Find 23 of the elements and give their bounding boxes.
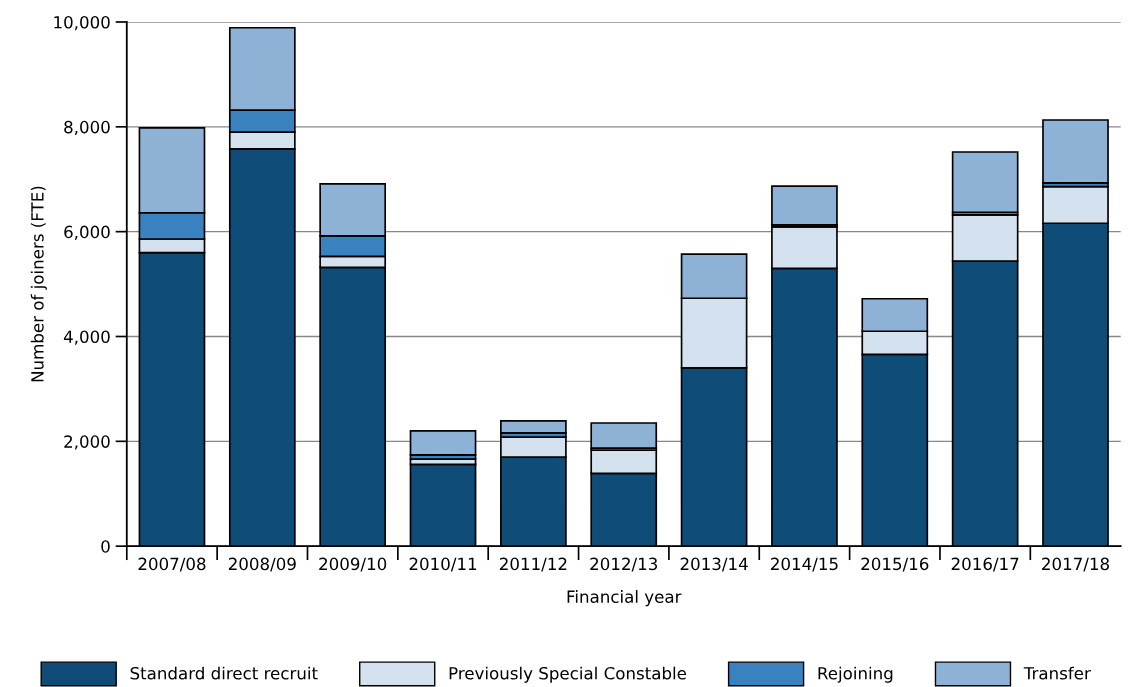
x-axis-title: Financial year [567,590,682,607]
y-tick-label: 2,000 [64,435,110,450]
x-tick-label: 2007/08 [138,557,206,572]
y-tick-label: 0 [101,540,110,553]
x-tick-label: 2011/12 [499,557,567,572]
x-tick-label: 2010/11 [409,557,477,572]
x-tick-label: 2017/18 [1042,557,1109,572]
legend-label: Rejoining [818,666,893,683]
y-tick-label: 6,000 [64,225,110,240]
y-tick-label: 10,000 [54,15,110,31]
y-tick-label: 4,000 [63,330,110,345]
x-tick-label: 2013/14 [680,557,748,572]
x-tick-label: 2009/10 [319,557,387,572]
legend-label: Standard direct recruit [130,666,318,680]
x-tick-label: 2014/15 [771,557,838,572]
y-tick-label: 8,000 [64,120,110,136]
legend-label: Previously Special Constable [449,666,687,683]
x-tick-label: 2016/17 [951,557,1019,572]
y-axis-title: Number of joiners (FTE) [30,186,47,382]
legend-label: Transfer [1023,666,1091,680]
x-tick-label: 2015/16 [861,557,929,572]
x-tick-label: 2012/13 [590,557,658,572]
x-tick-label: 2008/09 [228,557,296,572]
